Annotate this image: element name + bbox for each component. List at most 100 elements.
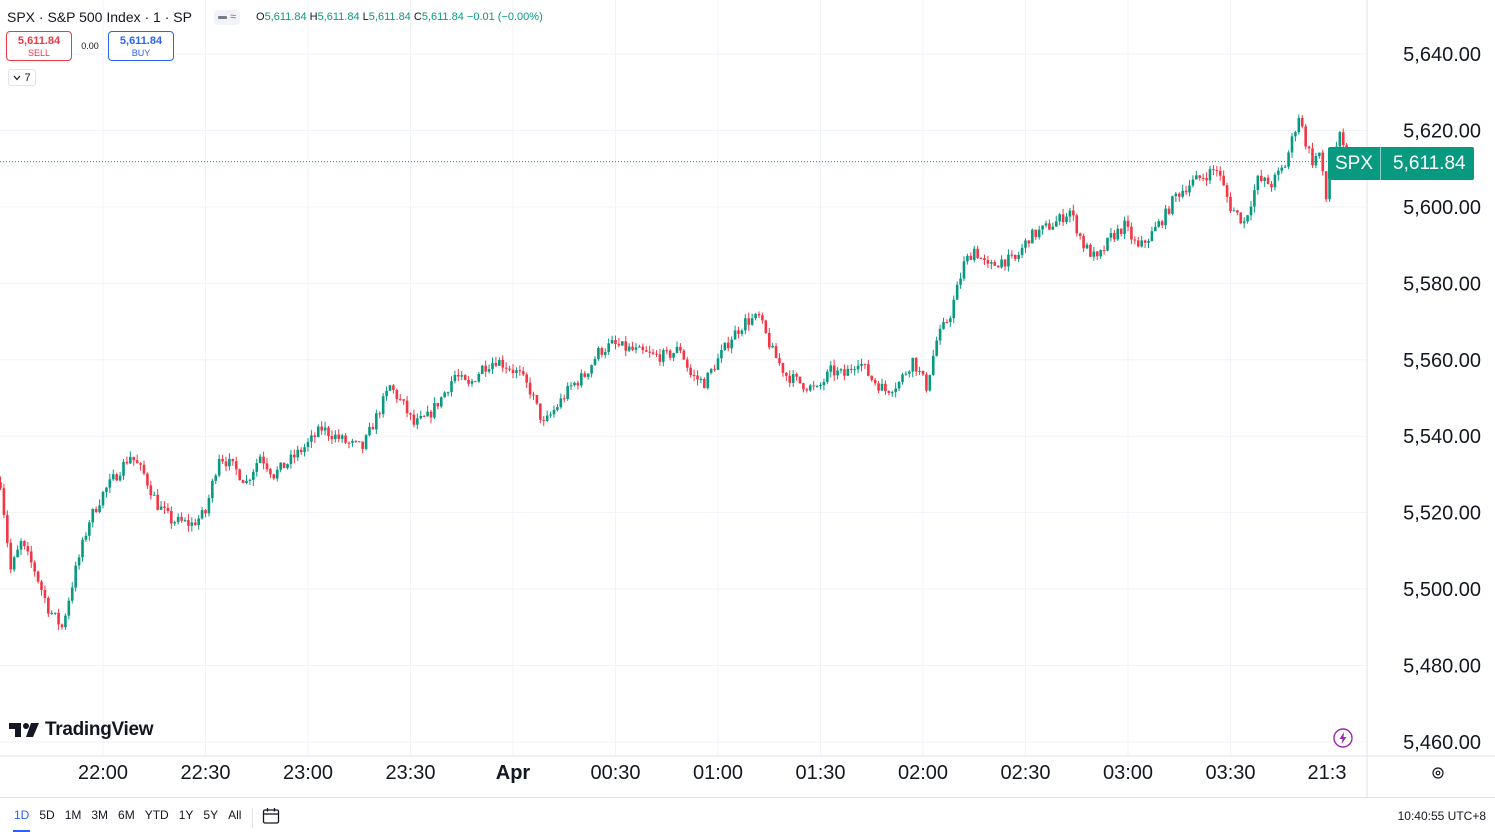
candle bbox=[976, 245, 979, 260]
candle bbox=[50, 610, 54, 615]
time-axis[interactable]: 22:00 22:30 23:00 23:30 Apr 00:30 01:00 01:30 02… bbox=[78, 762, 1347, 784]
collapse-indicators-button[interactable]: 7 bbox=[8, 69, 36, 86]
high-value: 5,611.84 bbox=[317, 11, 360, 23]
candle bbox=[412, 409, 416, 428]
range-3m-button[interactable]: 3M bbox=[91, 808, 109, 822]
candle bbox=[81, 537, 84, 562]
candle bbox=[696, 370, 699, 386]
candle bbox=[245, 475, 248, 485]
candle bbox=[1054, 215, 1058, 227]
range-5y-button[interactable]: 5Y bbox=[203, 808, 219, 822]
range-6m-button[interactable]: 6M bbox=[118, 808, 135, 822]
x-tick-label: 01:00 bbox=[693, 762, 743, 784]
candle bbox=[1075, 213, 1079, 237]
range-1m-button[interactable]: 1M bbox=[64, 808, 82, 822]
y-tick-label: 5,460.00 bbox=[1403, 732, 1481, 754]
indicator-toggle[interactable]: ≈ bbox=[213, 9, 240, 25]
candle bbox=[791, 370, 795, 388]
candle bbox=[214, 473, 218, 485]
candle bbox=[703, 377, 706, 389]
tradingview-logo-icon bbox=[9, 723, 39, 737]
candle bbox=[1174, 191, 1178, 203]
candle bbox=[747, 312, 751, 331]
candle bbox=[1191, 175, 1195, 188]
candle bbox=[1304, 123, 1307, 150]
price-tag-value: 5,611.84 bbox=[1393, 153, 1466, 174]
axis-settings-button[interactable] bbox=[1430, 765, 1446, 781]
candle bbox=[12, 555, 16, 572]
candle bbox=[1095, 251, 1099, 261]
tradingview-logo[interactable]: TradingView bbox=[9, 719, 154, 741]
candle bbox=[135, 454, 139, 464]
candle bbox=[265, 457, 269, 473]
candle bbox=[890, 390, 894, 397]
candle bbox=[1020, 243, 1024, 259]
candle bbox=[255, 458, 259, 477]
replay-bolt-button[interactable] bbox=[1333, 728, 1353, 748]
chart-canvas[interactable]: 5,640.00 5,620.00 5,600.00 5,580.00 5,560.00… bbox=[0, 0, 1495, 797]
candle bbox=[798, 376, 802, 384]
candle bbox=[733, 325, 737, 340]
candle bbox=[94, 506, 98, 514]
range-1d-button[interactable]: 1D bbox=[9, 808, 34, 832]
go-to-date-button[interactable] bbox=[261, 806, 281, 831]
candle bbox=[959, 272, 962, 289]
candle bbox=[139, 462, 142, 471]
candle bbox=[1239, 212, 1243, 225]
y-tick-label: 5,600.00 bbox=[1403, 197, 1481, 219]
candle bbox=[385, 386, 388, 401]
candle bbox=[234, 456, 238, 475]
candle bbox=[945, 319, 949, 324]
candle bbox=[1099, 249, 1102, 260]
candle bbox=[330, 430, 334, 445]
range-all-button[interactable]: All bbox=[228, 808, 242, 822]
candle bbox=[897, 381, 901, 392]
range-ytd-button[interactable]: YTD bbox=[144, 808, 169, 822]
candle bbox=[1017, 251, 1020, 263]
candle bbox=[91, 508, 95, 528]
candle bbox=[211, 478, 214, 503]
candle bbox=[580, 369, 583, 388]
candle bbox=[1314, 152, 1318, 169]
candle bbox=[446, 391, 450, 397]
candle bbox=[1000, 255, 1003, 269]
candle bbox=[665, 346, 669, 355]
candle bbox=[518, 365, 522, 376]
candle bbox=[388, 384, 392, 392]
symbol-title[interactable]: SPX · S&P 500 Index · 1 · SP bbox=[7, 9, 192, 25]
candle bbox=[460, 370, 464, 381]
candle bbox=[1311, 142, 1314, 168]
candle bbox=[439, 396, 443, 409]
candle bbox=[1201, 173, 1205, 182]
candle bbox=[1212, 164, 1215, 176]
candle bbox=[802, 382, 805, 393]
buy-button[interactable]: 5,611.84 BUY bbox=[108, 31, 174, 61]
candle bbox=[1263, 176, 1266, 187]
candle bbox=[1236, 209, 1239, 216]
candle bbox=[405, 395, 409, 418]
candle bbox=[1058, 212, 1061, 226]
candle bbox=[221, 454, 224, 465]
candle bbox=[241, 479, 245, 484]
session-clock[interactable]: 10:40:55 UTC+8 bbox=[1397, 809, 1486, 823]
price-axis[interactable]: 5,640.00 5,620.00 5,600.00 5,580.00 5,560.00… bbox=[1403, 44, 1481, 754]
candle bbox=[23, 540, 26, 550]
high-label: H bbox=[309, 11, 318, 23]
candle bbox=[159, 501, 163, 511]
candle bbox=[856, 359, 860, 374]
candle bbox=[470, 378, 474, 387]
candle bbox=[1154, 221, 1157, 232]
candle bbox=[347, 441, 351, 449]
range-1y-button[interactable]: 1Y bbox=[178, 808, 194, 822]
sell-button[interactable]: 5,611.84 SELL bbox=[6, 31, 72, 61]
candle bbox=[1143, 239, 1147, 249]
candle bbox=[1188, 179, 1191, 197]
candle bbox=[573, 381, 576, 387]
candle bbox=[754, 312, 757, 321]
candle bbox=[1106, 237, 1109, 252]
candle bbox=[402, 398, 405, 405]
candle bbox=[57, 608, 60, 631]
range-5d-button[interactable]: 5D bbox=[39, 808, 55, 822]
candle bbox=[238, 468, 241, 481]
candle bbox=[1253, 184, 1256, 213]
